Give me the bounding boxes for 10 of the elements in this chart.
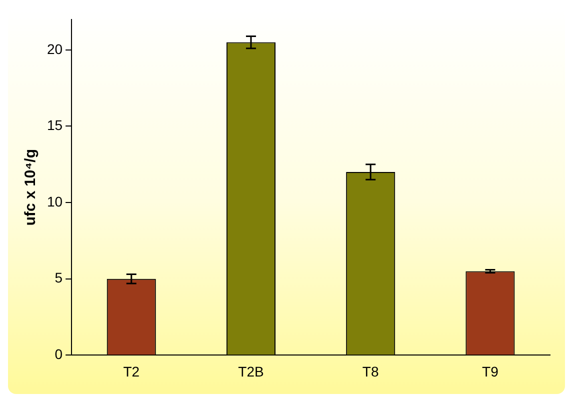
x-tick-label: T2 [123,363,140,380]
x-tick-label: T9 [482,363,499,380]
y-tick-label: 20 [46,40,63,57]
y-axis-title: ufc x 10⁴/g [22,148,40,226]
x-tick-label: T8 [362,363,379,380]
y-tick-label: 5 [54,270,63,286]
y-tick-label: 0 [54,346,63,362]
y-tick-label: 15 [46,117,63,134]
x-tick-label: T2B [238,363,264,380]
y-tick-label: 10 [46,193,63,210]
